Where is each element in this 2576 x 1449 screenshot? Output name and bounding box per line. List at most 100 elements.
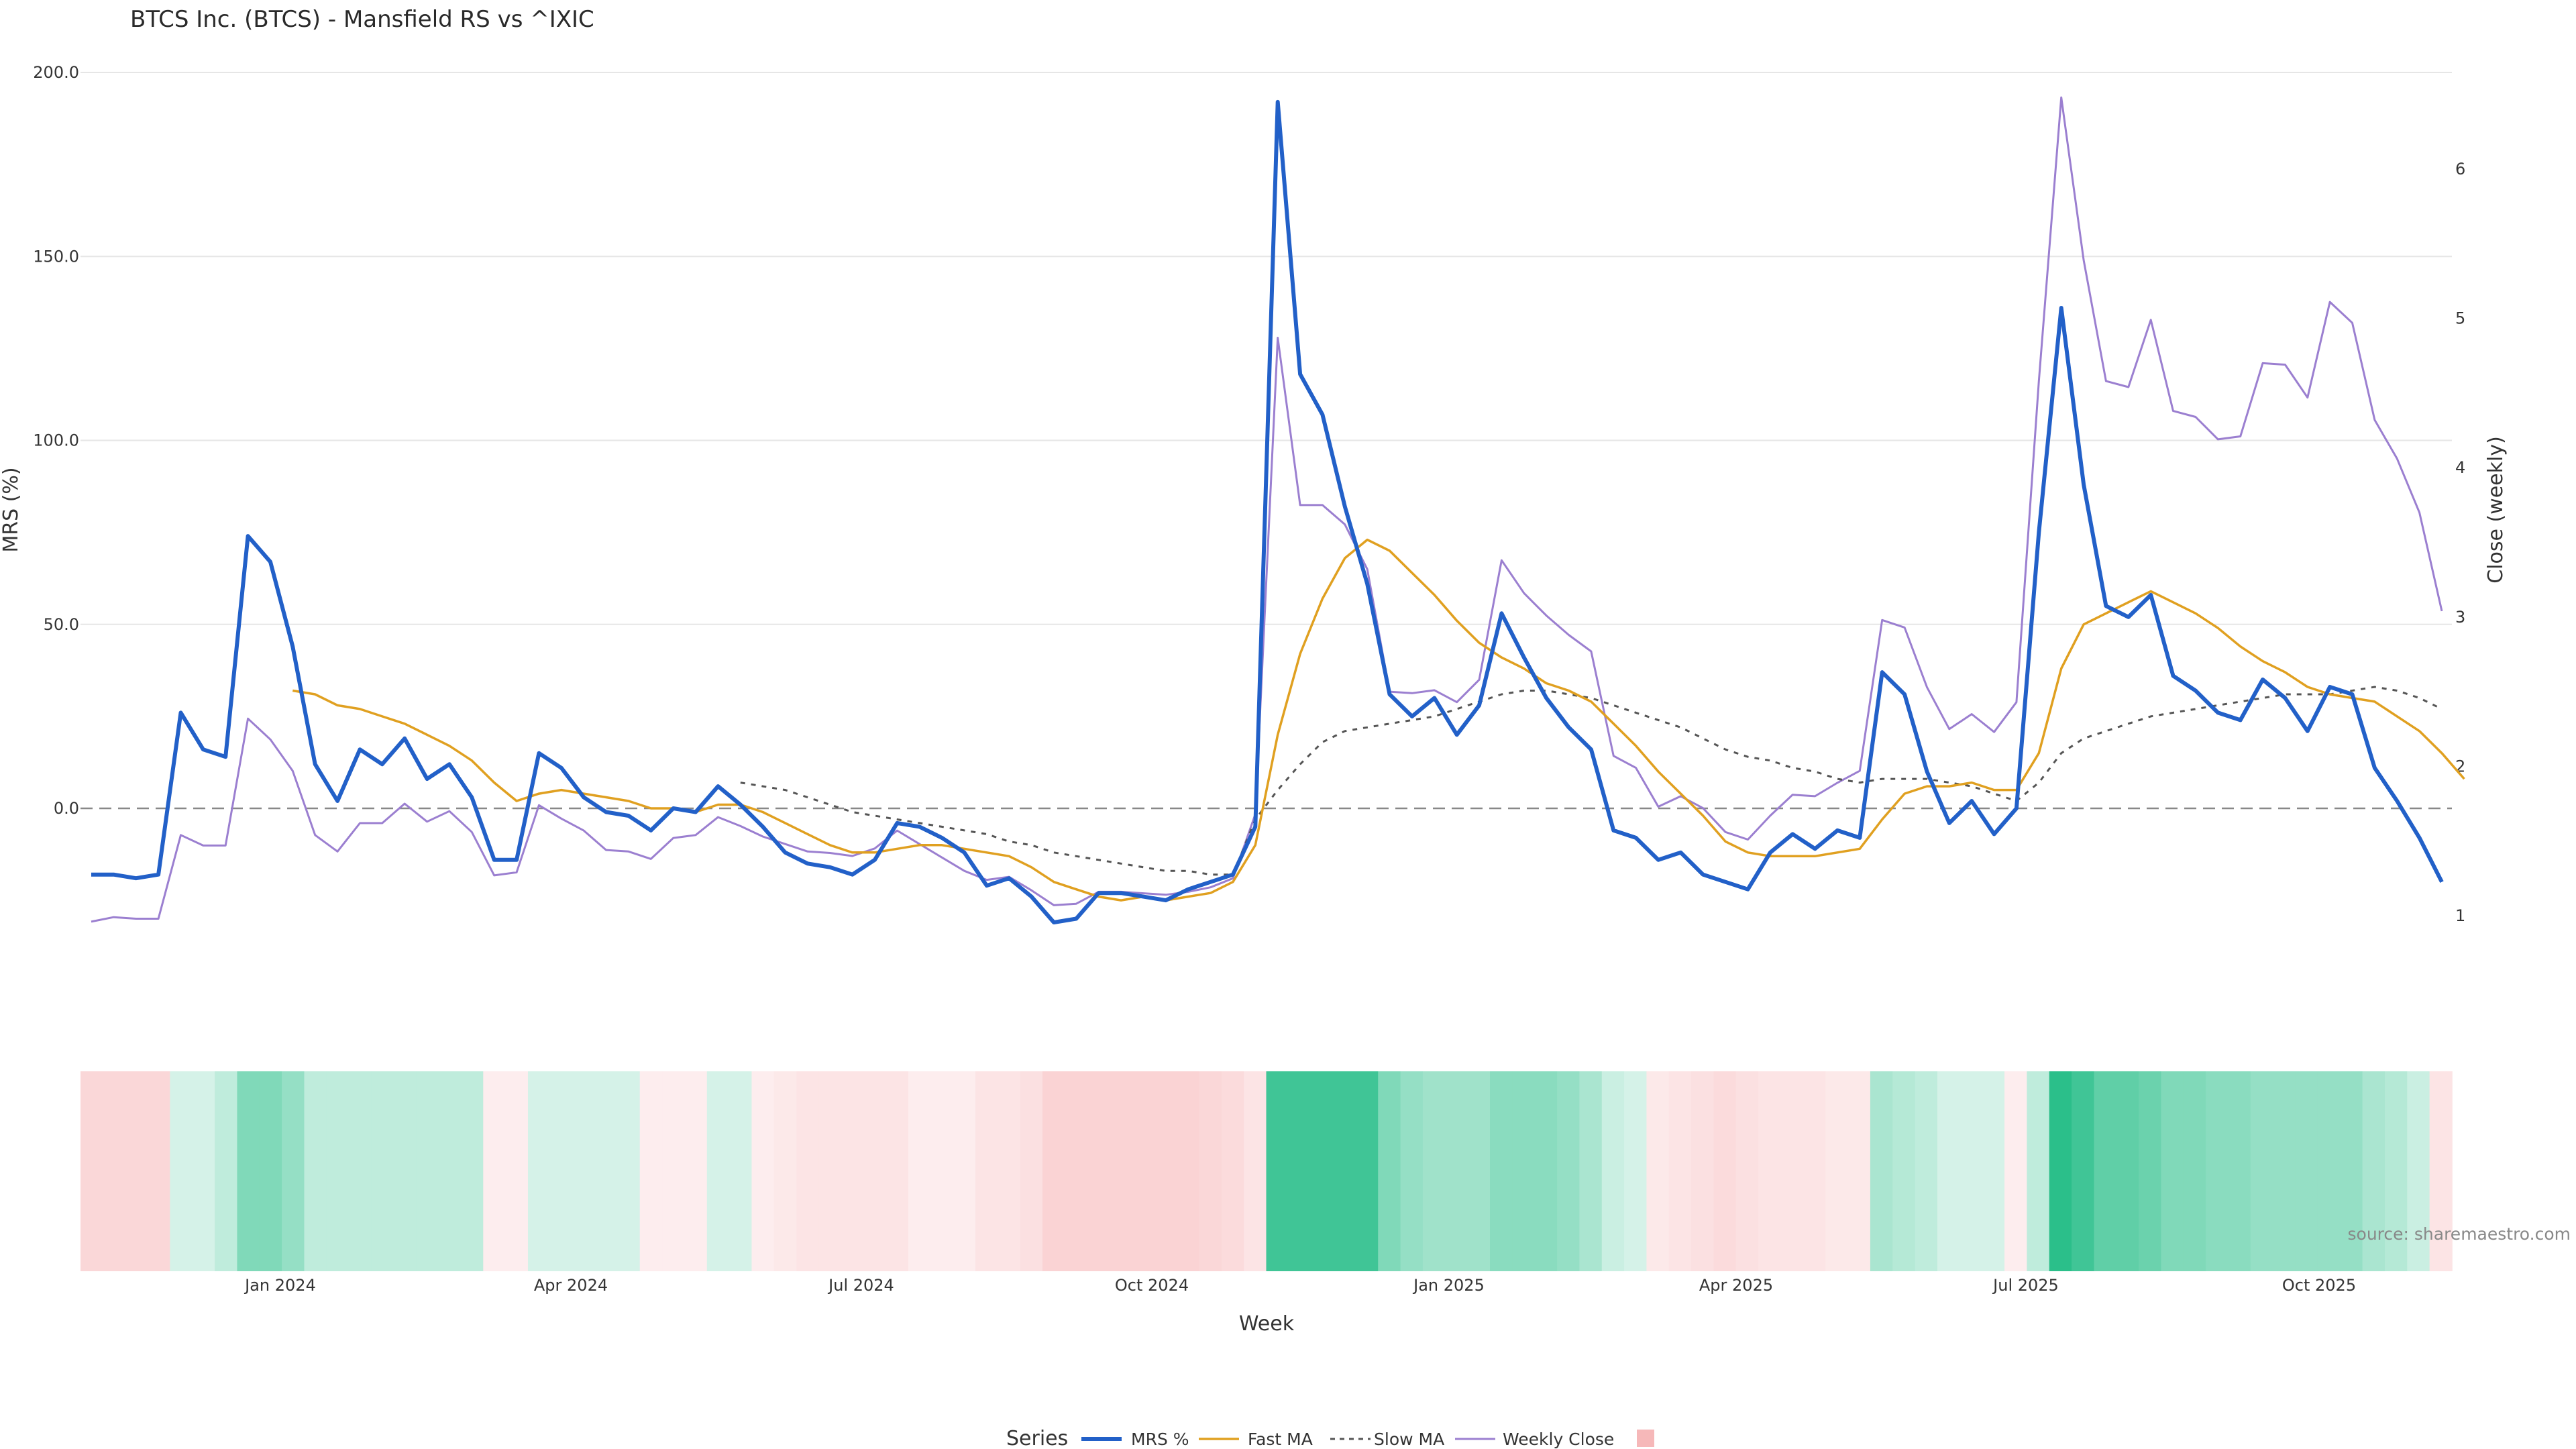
legend-item-label: Slow MA xyxy=(1374,1430,1444,1449)
heatmap-cell xyxy=(2116,1071,2139,1271)
heatmap-cell xyxy=(572,1071,596,1271)
heatmap-cell xyxy=(1825,1071,1849,1271)
heatmap-cell xyxy=(1221,1071,1244,1271)
x-tick-label: Jan 2024 xyxy=(244,1276,316,1295)
y-right-tick-label: 6 xyxy=(2455,160,2465,178)
heatmap-strip xyxy=(80,1071,2453,1271)
heatmap-cell xyxy=(1646,1071,1670,1271)
heatmap-cell xyxy=(1489,1071,1513,1271)
heatmap-cell xyxy=(595,1071,619,1271)
heatmap-cell xyxy=(103,1071,126,1271)
heatmap-cell xyxy=(237,1071,260,1271)
y-axis-right-label: Close (weekly) xyxy=(2484,436,2508,584)
heatmap-cell xyxy=(527,1071,551,1271)
x-tick-label: Apr 2024 xyxy=(534,1276,608,1295)
heatmap-cell xyxy=(1668,1071,1692,1271)
heatmap-cell xyxy=(349,1071,372,1271)
heatmap-cell xyxy=(1400,1071,1424,1271)
heatmap-cell xyxy=(1020,1071,1043,1271)
heatmap-cell xyxy=(1892,1071,1916,1271)
heatmap-cell xyxy=(706,1071,730,1271)
heatmap-cell xyxy=(170,1071,193,1271)
heatmap-cell xyxy=(282,1071,305,1271)
x-tick-label: Oct 2025 xyxy=(2282,1276,2356,1295)
slow-ma-line xyxy=(740,686,2443,876)
heatmap-cell xyxy=(1333,1071,1356,1271)
heatmap-cell xyxy=(1803,1071,1827,1271)
heatmap-cell xyxy=(1557,1071,1580,1271)
chart-title: BTCS Inc. (BTCS) - Mansfield RS vs ^IXIC xyxy=(130,6,594,33)
heatmap-cell xyxy=(841,1071,865,1271)
legend-title: Series xyxy=(1006,1427,1068,1449)
heatmap-cell xyxy=(2384,1071,2408,1271)
heatmap-cell xyxy=(1087,1071,1110,1271)
y-right-tick-label: 3 xyxy=(2455,608,2465,627)
heatmap-cell xyxy=(1266,1071,1289,1271)
heatmap-cell xyxy=(1244,1071,1267,1271)
heatmap-cell xyxy=(2340,1071,2363,1271)
heatmap-cell xyxy=(1445,1071,1468,1271)
heatmap-cell xyxy=(729,1071,753,1271)
heatmap-cell xyxy=(148,1071,171,1271)
heatmap-cell xyxy=(259,1071,282,1271)
y-axis-left-label: MRS (%) xyxy=(0,467,23,552)
heatmap-cell xyxy=(2295,1071,2318,1271)
heatmap-cell xyxy=(80,1071,104,1271)
heatmap-cell xyxy=(908,1071,932,1271)
legend-item-label: MRS % xyxy=(1131,1430,1189,1449)
heatmap-cell xyxy=(1110,1071,1133,1271)
y-left-tick-label: 0.0 xyxy=(54,799,79,818)
heatmap-cell xyxy=(416,1071,439,1271)
heatmap-cell xyxy=(2049,1071,2072,1271)
heatmap-cell xyxy=(885,1071,909,1271)
heatmap-cell xyxy=(953,1071,976,1271)
heatmap-cell xyxy=(1467,1071,1491,1271)
weekly-close-line xyxy=(91,96,2443,923)
heatmap-cell xyxy=(1847,1071,1871,1271)
y-right-tick-label: 4 xyxy=(2455,458,2465,477)
left-axis-ticks: 0.0 50.0 100.0 150.0 200.0 xyxy=(33,63,79,818)
heatmap-cell xyxy=(2139,1071,2162,1271)
y-left-tick-label: 50.0 xyxy=(44,615,79,634)
y-right-tick-label: 1 xyxy=(2455,906,2465,925)
heatmap-cell xyxy=(1199,1071,1222,1271)
heatmap-cell xyxy=(662,1071,686,1271)
y-left-tick-label: 150.0 xyxy=(33,247,79,266)
heatmap-cell xyxy=(617,1071,641,1271)
heatmap-cell xyxy=(2094,1071,2117,1271)
heatmap-cell xyxy=(2362,1071,2385,1271)
heatmap-cell xyxy=(483,1071,506,1271)
heatmap-cell xyxy=(1960,1071,1983,1271)
heatmap-cell xyxy=(2407,1071,2430,1271)
heatmap-cell xyxy=(1177,1071,1200,1271)
heatmap-cell xyxy=(1065,1071,1088,1271)
heatmap-cell xyxy=(505,1071,529,1271)
heatmap-cell xyxy=(818,1071,842,1271)
heatmap-cell xyxy=(1534,1071,1558,1271)
heatmap-cell xyxy=(1713,1071,1737,1271)
heatmap-cell xyxy=(550,1071,574,1271)
heatmap-cell xyxy=(1422,1071,1446,1271)
heatmap-cell xyxy=(639,1071,663,1271)
heatmap-cell xyxy=(1355,1071,1379,1271)
heatmap-cell xyxy=(975,1071,999,1271)
heatmap-cell xyxy=(930,1071,954,1271)
heatmap-cell xyxy=(1624,1071,1648,1271)
heatmap-cell xyxy=(326,1071,350,1271)
heatmap-cell xyxy=(1937,1071,1961,1271)
heatmap-cell xyxy=(1691,1071,1715,1271)
heatmap-cell xyxy=(1378,1071,1401,1271)
legend-item-label: Weekly Close xyxy=(1503,1430,1614,1449)
y-left-tick-label: 200.0 xyxy=(33,63,79,82)
fast-ma-line xyxy=(292,538,2465,902)
heatmap-cell xyxy=(1154,1071,1177,1271)
mrs-line xyxy=(91,99,2444,924)
source-label: source: sharemaestro.com xyxy=(2348,1224,2571,1244)
x-tick-label: Oct 2024 xyxy=(1115,1276,1189,1295)
heatmap-cell xyxy=(2250,1071,2274,1271)
heatmap-cell xyxy=(1870,1071,1894,1271)
heatmap-cell xyxy=(1311,1071,1334,1271)
legend: Series MRS % Fast MA Slow MA Weekly Close xyxy=(1006,1427,1654,1449)
heatmap-cell xyxy=(2228,1071,2251,1271)
heatmap-cell xyxy=(1042,1071,1066,1271)
